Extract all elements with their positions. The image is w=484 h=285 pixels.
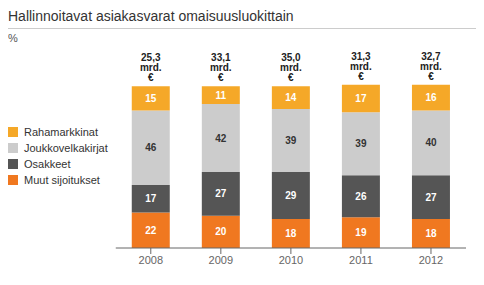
svg-text:14: 14	[285, 92, 297, 103]
svg-text:2008: 2008	[139, 254, 163, 266]
svg-text:18: 18	[285, 228, 297, 239]
svg-text:16: 16	[425, 92, 437, 103]
svg-text:20: 20	[215, 226, 227, 237]
svg-text:39: 39	[285, 135, 297, 146]
html-text:Joukkovelkakirjat: Joukkovelkakirjat	[24, 142, 108, 154]
svg-text:17: 17	[355, 93, 367, 104]
svg-text:39: 39	[355, 138, 367, 149]
svg-text:15: 15	[145, 93, 157, 104]
svg-text:2011: 2011	[349, 254, 373, 266]
svg-text:27: 27	[215, 188, 227, 199]
html-text:Muut sijoitukset: Muut sijoitukset	[24, 174, 100, 186]
svg-text:22: 22	[145, 225, 157, 236]
svg-text:2012: 2012	[419, 254, 443, 266]
svg-text:42: 42	[215, 133, 227, 144]
svg-text:33,1mrd.€: 33,1mrd.€	[210, 52, 232, 83]
html-text:Osakkeet: Osakkeet	[24, 158, 71, 170]
svg-text:46: 46	[145, 142, 157, 153]
svg-text:40: 40	[425, 137, 437, 148]
svg-text:32,7mrd.€: 32,7mrd.€	[420, 51, 442, 82]
svg-text:27: 27	[425, 192, 437, 203]
svg-text:2010: 2010	[279, 254, 303, 266]
svg-text:18: 18	[425, 228, 437, 239]
svg-text:26: 26	[355, 191, 367, 202]
svg-text:35,0mrd.€: 35,0mrd.€	[280, 52, 302, 83]
svg-text:19: 19	[355, 227, 367, 238]
svg-text:17: 17	[145, 193, 157, 204]
svg-text:25,3mrd.€: 25,3mrd.€	[140, 52, 162, 83]
svg-text:31,3mrd.€: 31,3mrd.€	[350, 51, 372, 82]
html-text:Hallinnoitavat asiakasvarat om: Hallinnoitavat asiakasvarat omaisuusluok…	[8, 8, 294, 24]
html-text:Rahamarkkinat: Rahamarkkinat	[24, 126, 98, 138]
svg-text:29: 29	[285, 190, 297, 201]
svg-text:11: 11	[216, 90, 227, 101]
svg-text:2009: 2009	[209, 254, 233, 266]
